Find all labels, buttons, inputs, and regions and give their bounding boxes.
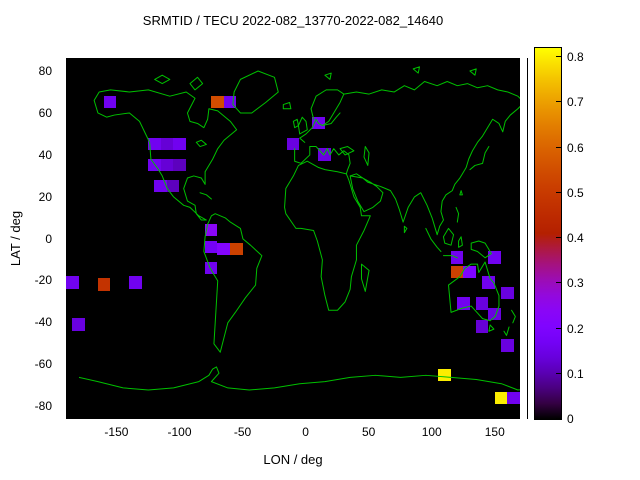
colorbar-tick-mark — [556, 101, 561, 103]
colorbar-tick-mark — [556, 237, 561, 239]
y-tick-label: 80 — [38, 63, 52, 78]
y-axis-label: LAT / deg — [8, 210, 23, 267]
heatmap-cell — [475, 297, 489, 310]
heatmap-cell — [501, 286, 514, 300]
heatmap-cells-layer — [66, 58, 520, 419]
heatmap-cell — [507, 391, 520, 405]
heatmap-cell — [229, 242, 243, 256]
y-tick-label: -60 — [34, 357, 52, 372]
heatmap-cell — [475, 320, 489, 333]
map-plot-area — [66, 58, 520, 419]
heatmap-cell — [463, 265, 476, 279]
heatmap-cell — [456, 297, 470, 310]
heatmap-cell — [103, 95, 117, 109]
heatmap-cell — [97, 278, 111, 291]
colorbar-tick-label: 0.8 — [567, 50, 584, 65]
colorbar-tick-label: 0.4 — [567, 231, 584, 246]
heatmap-cell — [173, 137, 186, 151]
heatmap-cell — [173, 158, 186, 172]
y-tick-label: 20 — [38, 189, 52, 204]
heatmap-cell — [166, 179, 180, 193]
colorbar-tick-mark — [556, 191, 561, 193]
colorbar-tick-label: 0.2 — [567, 321, 584, 336]
x-tick-label: 150 — [484, 425, 505, 439]
y-tick-label: -20 — [34, 273, 52, 288]
x-axis-label: LON / deg — [263, 452, 323, 467]
colorbar-tick-mark — [556, 146, 561, 148]
heatmap-cell — [482, 276, 495, 289]
colorbar-tick-mark — [556, 418, 561, 419]
colorbar-tick-label: 0.5 — [567, 185, 584, 200]
heatmap-cell — [204, 240, 218, 254]
heatmap-cell — [450, 265, 464, 279]
heatmap-cell — [450, 251, 464, 264]
colorbar-tick-labels: 0 0.1 0.2 0.3 0.4 0.5 0.6 0.7 0.8 — [567, 48, 601, 426]
heatmap-cell — [129, 276, 142, 289]
y-tick-label: 0 — [45, 231, 52, 246]
heatmap-cell — [160, 137, 174, 151]
heatmap-cell — [438, 368, 451, 382]
heatmap-cell — [488, 307, 502, 321]
heatmap-cell — [217, 242, 230, 256]
chart-title: SRMTID / TECU 2022-082_13770-2022-082_14… — [142, 13, 444, 28]
heatmap-cell — [494, 391, 508, 405]
colorbar-tick-label: 0.6 — [567, 140, 584, 155]
y-tick-label: 40 — [38, 147, 52, 162]
colorbar-tick-label: 0.3 — [567, 276, 584, 291]
heatmap-cell — [147, 137, 161, 151]
x-axis-tick-labels: -150 -100 -50 0 50 100 150 — [66, 425, 520, 441]
y-tick-label: -40 — [34, 315, 52, 330]
colorbar-tick-mark — [556, 372, 561, 374]
x-tick-label: -50 — [233, 425, 252, 439]
colorbar-tick-label: 0.1 — [567, 366, 584, 381]
colorbar-tick-mark — [556, 327, 561, 329]
heatmap-cell — [488, 251, 502, 264]
plot-right-border-line — [527, 58, 528, 419]
y-axis-tick-labels: -80 -60 -40 -20 0 20 40 60 80 — [0, 58, 58, 419]
heatmap-cell — [211, 95, 224, 109]
heatmap-cell — [147, 158, 161, 172]
colorbar-tick-label: 0.7 — [567, 95, 584, 110]
x-tick-label: 50 — [361, 425, 376, 439]
heatmap-cell — [72, 318, 85, 331]
heatmap-cell — [204, 261, 218, 275]
heatmap-cell — [154, 179, 167, 193]
heatmap-cell — [223, 95, 237, 109]
heatmap-cell — [286, 137, 300, 151]
y-tick-label: -80 — [34, 399, 52, 414]
heatmap-cell — [318, 148, 331, 161]
heatmap-cell — [311, 116, 325, 130]
colorbar-tick-mark — [556, 282, 561, 284]
colorbar — [534, 47, 562, 420]
heatmap-cell — [501, 339, 514, 352]
heatmap-cell — [160, 158, 174, 172]
x-tick-label: -150 — [104, 425, 129, 439]
colorbar-tick-mark — [556, 56, 561, 58]
heatmap-cell — [204, 223, 218, 237]
x-tick-label: 0 — [302, 425, 309, 439]
heatmap-cell — [66, 276, 79, 289]
x-tick-label: -100 — [167, 425, 192, 439]
x-tick-label: 100 — [421, 425, 442, 439]
colorbar-tick-label: 0 — [567, 412, 574, 426]
y-tick-label: 60 — [38, 105, 52, 120]
